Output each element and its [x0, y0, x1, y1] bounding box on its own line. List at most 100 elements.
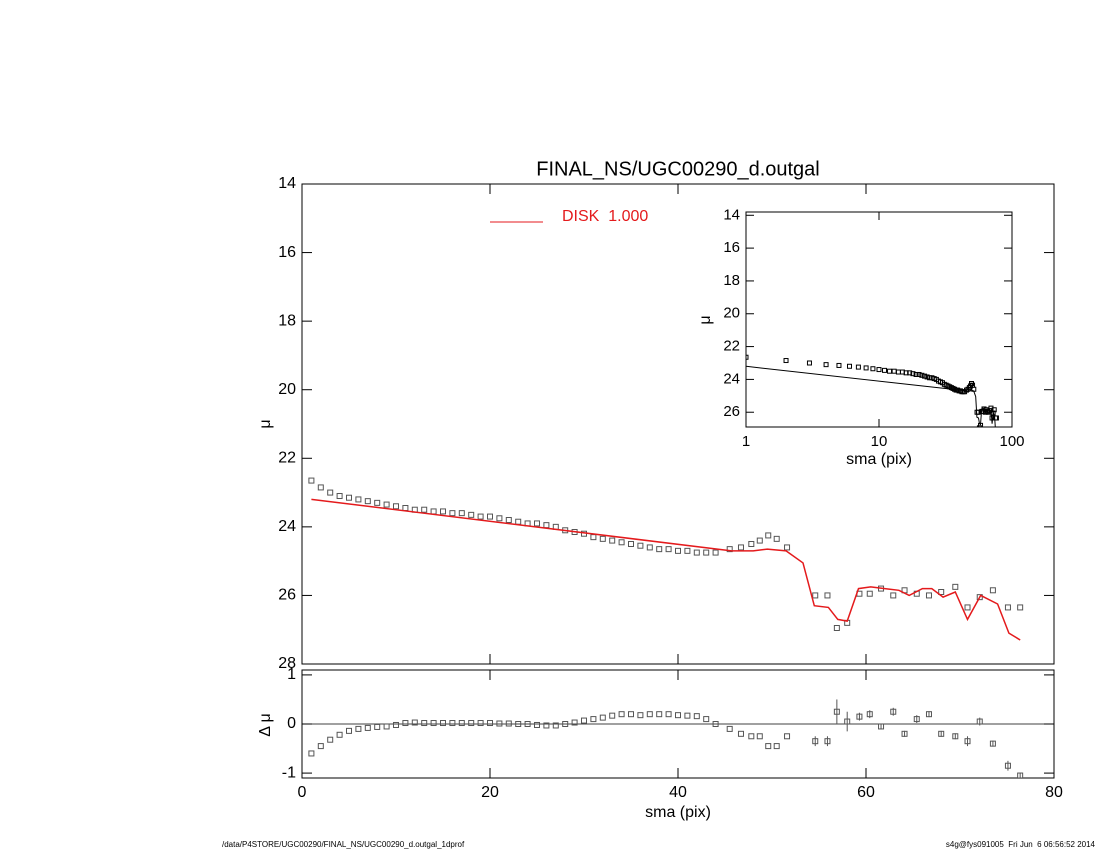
data-point: [989, 740, 996, 747]
data-point: [421, 506, 428, 513]
data-point: [976, 718, 983, 725]
data-point: [746, 354, 749, 360]
data-point: [487, 720, 493, 727]
data-point: [628, 711, 634, 718]
data-point: [907, 370, 913, 376]
data-point: [346, 494, 352, 501]
model-line: [746, 365, 996, 427]
data-point: [976, 425, 982, 427]
data-point: [374, 723, 381, 730]
data-point: [737, 730, 744, 737]
data-point: [866, 711, 873, 718]
data-point: [916, 371, 922, 377]
data-point: [524, 721, 531, 727]
data-point: [364, 498, 371, 505]
data-point: [824, 592, 831, 599]
data-point: [824, 738, 831, 745]
data-point: [487, 513, 493, 520]
data-point: [784, 733, 791, 740]
data-point: [308, 750, 315, 757]
data-point: [468, 511, 475, 518]
y-tick-label: 20: [723, 305, 740, 322]
data-point: [336, 493, 343, 499]
data-point: [712, 721, 719, 727]
y-tick-label: 18: [278, 312, 296, 329]
data-point: [836, 362, 842, 368]
data-point: [515, 721, 522, 727]
y-tick-label: 22: [723, 338, 740, 355]
data-point: [364, 724, 371, 731]
data-point: [855, 364, 861, 370]
data-point: [656, 711, 663, 718]
x-axis-label: sma (pix): [645, 804, 711, 821]
data-point: [534, 520, 540, 527]
x-tick-label: 80: [1045, 784, 1063, 801]
data-point: [922, 373, 928, 379]
data-point: [609, 537, 616, 544]
y-axis-label: μ: [697, 315, 714, 324]
data-point: [383, 723, 390, 730]
y-tick-label: 28: [278, 655, 296, 672]
data-point: [458, 720, 465, 727]
data-point: [856, 713, 863, 720]
data-point: [308, 477, 315, 484]
data-point: [773, 535, 780, 542]
data-point: [882, 367, 888, 373]
y-tick-label: 0: [287, 715, 296, 732]
data-point: [637, 712, 644, 719]
data-point: [618, 539, 625, 546]
data-point: [571, 719, 578, 726]
data-point: [964, 604, 971, 611]
data-point: [784, 544, 791, 551]
data-point: [726, 725, 733, 732]
y-axis-label: Δ μ: [257, 713, 274, 736]
data-point: [496, 515, 503, 522]
data-point: [876, 367, 882, 373]
data-point: [765, 743, 772, 750]
data-point: [919, 372, 925, 378]
y-tick-label: 18: [723, 272, 740, 289]
data-point: [543, 722, 550, 729]
data-point: [646, 711, 653, 718]
data-point: [1004, 604, 1011, 611]
data-point: [703, 716, 710, 723]
data-point: [976, 594, 983, 601]
data-point: [773, 743, 780, 750]
y-tick-label: 22: [278, 450, 296, 467]
data-point: [599, 714, 606, 721]
data-point: [646, 544, 653, 551]
data-point: [618, 711, 625, 718]
data-point: [675, 712, 681, 719]
data-point: [846, 363, 852, 369]
data-point: [440, 508, 446, 515]
data-point: [590, 716, 597, 723]
data-point: [748, 541, 755, 547]
data-point: [833, 625, 840, 631]
data-point: [505, 720, 512, 727]
x-tick-label: 100: [999, 433, 1024, 450]
data-point: [628, 541, 634, 547]
data-point: [552, 722, 559, 729]
data-point: [355, 496, 362, 503]
data-point: [863, 365, 869, 371]
y-tick-label: 20: [278, 381, 296, 398]
data-point: [449, 720, 456, 727]
data-point: [1017, 604, 1024, 611]
model-line: [311, 498, 1021, 641]
y-tick-label: -1: [282, 764, 296, 781]
data-point: [783, 358, 789, 364]
data-point: [562, 721, 569, 727]
data-point: [748, 733, 755, 740]
x-tick-label: 60: [857, 784, 875, 801]
data-point: [964, 738, 971, 745]
data-point: [684, 547, 691, 554]
data-point: [317, 743, 324, 750]
data-point: [952, 733, 959, 740]
plot-area: [308, 699, 1024, 778]
data-point: [901, 730, 908, 737]
y-tick-label: 14: [723, 206, 740, 223]
data-point: [468, 720, 475, 727]
data-point: [421, 720, 428, 727]
data-point: [505, 517, 512, 523]
